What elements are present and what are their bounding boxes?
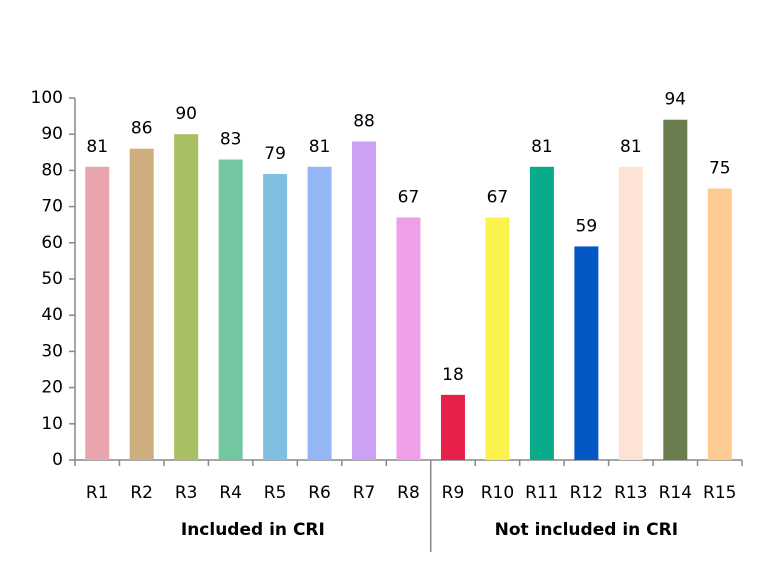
y-tick-label: 70 — [41, 197, 63, 217]
x-tick-label: R13 — [614, 483, 647, 503]
bar — [707, 188, 732, 460]
data-label: 94 — [664, 90, 686, 110]
y-tick-label: 50 — [41, 269, 63, 289]
x-tick-label: R11 — [525, 483, 558, 503]
bar — [396, 217, 421, 460]
y-tick-label: 40 — [41, 305, 63, 325]
data-label: 81 — [620, 137, 642, 157]
y-tick-label: 20 — [41, 378, 63, 398]
x-tick-label: R4 — [219, 483, 242, 503]
bar — [352, 141, 377, 460]
bar — [485, 217, 510, 460]
x-tick-label: R15 — [703, 483, 736, 503]
y-tick-label: 60 — [41, 233, 63, 253]
bar — [440, 394, 465, 460]
data-label: 75 — [709, 159, 731, 179]
data-label: 83 — [220, 130, 242, 150]
x-tick-label: R3 — [175, 483, 198, 503]
x-tick-label: R12 — [570, 483, 603, 503]
bar — [174, 134, 199, 460]
y-tick-label: 30 — [41, 341, 63, 361]
x-tick-label: R2 — [130, 483, 153, 503]
y-tick-label: 10 — [41, 414, 63, 434]
data-label: 81 — [86, 137, 108, 157]
y-tick-label: 0 — [52, 450, 63, 470]
x-tick-label: R10 — [481, 483, 514, 503]
bar — [129, 148, 154, 460]
data-label: 79 — [264, 144, 286, 164]
data-label: 88 — [353, 111, 375, 131]
data-label: 81 — [309, 137, 331, 157]
x-tick-label: R5 — [264, 483, 287, 503]
bar — [618, 166, 643, 460]
bar — [218, 159, 243, 461]
bar — [663, 119, 688, 460]
y-tick-label: 100 — [31, 88, 63, 108]
x-tick-label: R14 — [659, 483, 692, 503]
bar — [307, 166, 332, 460]
bar — [85, 166, 110, 460]
x-tick-label: R7 — [353, 483, 376, 503]
x-tick-label: R6 — [308, 483, 331, 503]
group-label: Not included in CRI — [495, 520, 678, 540]
data-label: 67 — [398, 187, 420, 207]
bar — [529, 166, 554, 460]
x-tick-label: R8 — [397, 483, 420, 503]
y-tick-label: 90 — [41, 124, 63, 144]
data-label: 90 — [175, 104, 197, 124]
group-label: Included in CRI — [181, 520, 325, 540]
data-label: 67 — [487, 187, 509, 207]
data-label: 18 — [442, 365, 464, 385]
data-label: 59 — [576, 216, 598, 236]
x-tick-label: R1 — [86, 483, 109, 503]
data-label: 81 — [531, 137, 553, 157]
y-tick-label: 80 — [41, 160, 63, 180]
bar — [574, 246, 599, 460]
bar — [263, 174, 288, 460]
x-tick-label: R9 — [442, 483, 465, 503]
data-label: 86 — [131, 119, 153, 139]
